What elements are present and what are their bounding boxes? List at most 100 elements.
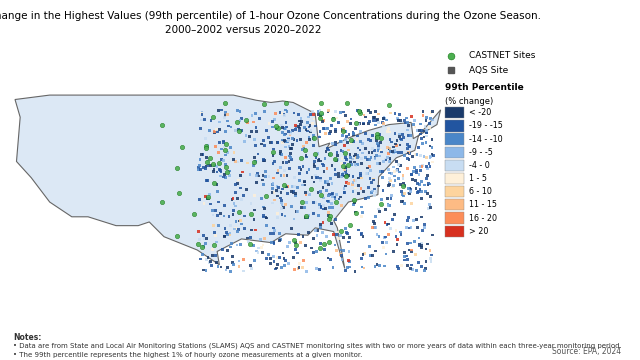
Point <box>268 181 278 186</box>
Point <box>235 128 245 134</box>
Point <box>374 146 384 152</box>
Point <box>337 171 348 177</box>
Point <box>319 206 329 212</box>
Point <box>278 139 288 145</box>
Point <box>393 175 403 181</box>
Point <box>390 149 401 155</box>
Point <box>392 237 403 243</box>
Point <box>418 109 428 114</box>
Point <box>355 171 365 176</box>
Point <box>320 156 330 162</box>
Point <box>246 227 257 233</box>
Point <box>385 159 395 165</box>
Point <box>336 174 346 179</box>
Point <box>417 196 427 202</box>
Point <box>369 220 380 226</box>
Point <box>266 231 276 237</box>
Point <box>418 113 428 119</box>
Point <box>291 209 301 215</box>
Point <box>410 117 420 123</box>
Point <box>292 250 303 256</box>
Point <box>373 143 383 149</box>
Point <box>199 116 209 122</box>
Point <box>319 241 329 247</box>
Point <box>322 179 332 185</box>
Point <box>246 128 256 134</box>
Point <box>310 200 321 206</box>
Point <box>287 141 298 147</box>
Point <box>409 168 419 174</box>
Point <box>285 153 295 159</box>
Point <box>358 189 369 195</box>
Point <box>196 152 207 157</box>
Point <box>408 177 418 183</box>
FancyBboxPatch shape <box>445 120 464 131</box>
Point <box>336 161 346 167</box>
Point <box>395 111 405 117</box>
Point <box>276 202 287 208</box>
Point <box>230 182 241 188</box>
Point <box>292 184 303 190</box>
Point <box>374 111 384 117</box>
Point <box>201 267 211 273</box>
Point <box>201 166 211 171</box>
Point <box>277 212 287 217</box>
Point <box>330 139 340 145</box>
Point <box>336 148 346 153</box>
Point <box>354 154 364 160</box>
Point <box>230 159 241 165</box>
Point <box>316 112 326 118</box>
Point <box>342 231 353 237</box>
Point <box>333 171 344 176</box>
Point <box>423 181 433 186</box>
Point <box>377 240 387 246</box>
Point <box>314 213 324 219</box>
Point <box>305 112 316 117</box>
Point <box>372 262 382 267</box>
Point <box>259 101 269 107</box>
Point <box>227 254 237 260</box>
Point <box>242 160 252 166</box>
Point <box>196 244 207 249</box>
Point <box>342 180 352 185</box>
Point <box>211 233 221 239</box>
Point <box>203 196 213 202</box>
Point <box>419 225 429 230</box>
Point <box>280 262 290 268</box>
Point <box>235 242 245 247</box>
Point <box>286 129 296 135</box>
Point <box>220 233 230 239</box>
Point <box>330 242 340 248</box>
Point <box>378 174 388 180</box>
Point <box>203 177 213 183</box>
Point <box>328 190 338 196</box>
Point <box>275 255 285 260</box>
Point <box>311 123 321 129</box>
Point <box>342 140 352 145</box>
Point <box>284 136 294 142</box>
Point <box>341 135 351 140</box>
Point <box>399 193 409 199</box>
Point <box>365 138 376 143</box>
Point <box>403 240 413 246</box>
Point <box>319 126 329 132</box>
Point <box>382 221 392 227</box>
Point <box>338 149 348 154</box>
Point <box>326 176 336 181</box>
Point <box>209 129 220 135</box>
Point <box>413 189 424 194</box>
Point <box>286 226 296 232</box>
Point <box>420 188 430 194</box>
Point <box>325 152 335 157</box>
Point <box>427 151 437 157</box>
Point <box>345 159 355 165</box>
Point <box>296 155 307 161</box>
Point <box>344 258 355 264</box>
Point <box>294 260 304 266</box>
Point <box>417 141 428 147</box>
Point <box>250 111 260 116</box>
Point <box>216 169 226 175</box>
Point <box>313 150 323 156</box>
Point <box>403 123 413 129</box>
Point <box>348 180 358 186</box>
